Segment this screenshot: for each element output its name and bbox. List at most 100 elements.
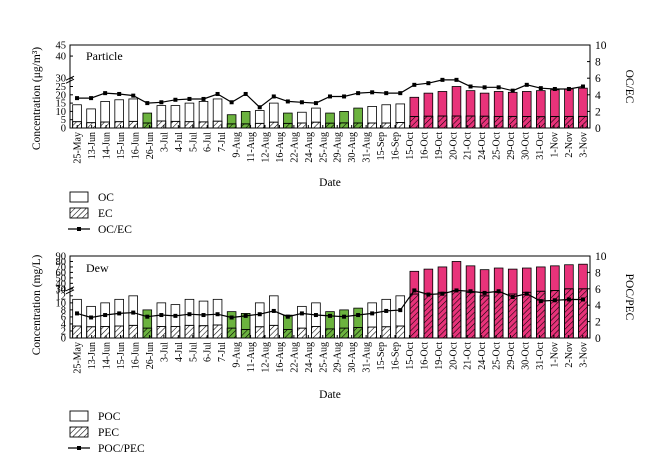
bar-ec [100, 121, 110, 129]
x-tick-label: 25-May [73, 132, 84, 164]
x-tick-label: 15-Oct [405, 342, 416, 370]
bar-pec [381, 326, 391, 339]
bar-ec [423, 115, 434, 129]
bar-pec [128, 324, 139, 339]
y-axis-title-left: Concentration (mg/L) [31, 255, 43, 356]
ratio-point [468, 84, 473, 89]
bar-pec [339, 327, 349, 339]
ratio-point [117, 91, 122, 96]
bar-ec [409, 116, 420, 129]
x-tick-label: 26-Jun [145, 342, 156, 369]
bar-ec [465, 115, 476, 129]
ratio-point [524, 291, 529, 296]
x-tick-label: 2-Nov [564, 342, 575, 368]
bar-ec [550, 116, 560, 129]
x-tick-label: 7-Jul [217, 132, 228, 152]
bar-ec [381, 122, 391, 129]
ratio-point [496, 289, 501, 294]
ratio-point [426, 81, 431, 86]
ratio-point [552, 298, 557, 303]
bar-ec [184, 121, 195, 129]
x-tick-label: 25-Oct [492, 132, 503, 160]
legend-label: POC [98, 411, 121, 423]
bar-ec [170, 120, 181, 129]
x-tick-label: 1-Nov [549, 132, 560, 158]
y-right-tick-label: 6 [595, 73, 601, 85]
x-tick-label: 15-Jun [116, 342, 127, 369]
ratio-point [201, 96, 206, 101]
y-tick-label: 45 [56, 41, 67, 52]
ratio-point [215, 91, 220, 96]
bar-pec [409, 293, 420, 339]
ratio-point [89, 96, 94, 101]
ratio-point [145, 314, 150, 319]
ratio-point [103, 91, 108, 96]
ratio-point [370, 311, 375, 316]
y-tick-label: 30 [56, 74, 67, 85]
x-tick-label: 3-Nov [578, 342, 589, 368]
ratio-point [313, 313, 318, 318]
panel-label: Particle [86, 49, 123, 63]
y-tick-label: 90 [56, 252, 67, 263]
ratio-point [243, 313, 248, 318]
ratio-point [299, 100, 304, 105]
bar-ec [536, 116, 546, 129]
ratio-point [229, 315, 234, 320]
ratio-point [412, 82, 417, 87]
ratio-point [384, 91, 389, 96]
ratio-point [552, 86, 557, 91]
y-tick-label: 10 [56, 107, 67, 118]
ratio-point [580, 297, 585, 302]
x-tick-label: 15-Sep [376, 132, 387, 160]
bar-ec [142, 122, 153, 129]
bar-pec [395, 325, 406, 339]
y-tick-label: 14 [56, 284, 67, 295]
x-tick-label: 30-Oct [521, 132, 532, 160]
bar-ec [395, 122, 406, 129]
ratio-point [75, 96, 80, 101]
legend-label: OC/EC [98, 224, 132, 236]
ratio-point [454, 77, 459, 82]
ratio-point [75, 311, 80, 316]
bar-ec [86, 122, 96, 129]
bar-pec [353, 327, 363, 339]
bar-ec [269, 121, 279, 129]
legend-swatch-ec [69, 207, 89, 219]
x-tick-label: 29-Oct [506, 342, 517, 370]
y-tick-label: 0 [61, 334, 66, 345]
ratio-point [412, 288, 417, 293]
y-right-tick-label: 2 [595, 106, 601, 118]
bar-ec [283, 122, 293, 129]
ratio-point [103, 313, 108, 318]
x-tick-label: 24-Oct [477, 342, 488, 370]
y-right-tick-label: 8 [595, 267, 601, 279]
x-tick-label: 29-Aug [333, 342, 344, 373]
y-right-tick-label: 2 [595, 317, 601, 329]
x-tick-label: 14-Jun [102, 132, 113, 159]
y-tick-label: 0 [61, 124, 66, 135]
bar-pec [100, 326, 110, 339]
x-tick-label: 16-Oct [419, 342, 430, 370]
bar-pec [198, 325, 209, 339]
x-tick-label: 16-Sep [391, 342, 402, 370]
bar-ec [367, 122, 377, 129]
bar-ec [522, 116, 532, 129]
x-tick-label: 3-Jul [159, 132, 170, 152]
bar-ec [311, 121, 321, 129]
x-tick-label: 29-Aug [333, 132, 344, 163]
bar-ec [437, 115, 448, 129]
x-tick-label: 14-Jun [102, 342, 113, 369]
bar-ec [128, 120, 139, 129]
ratio-point [201, 313, 206, 318]
axis-break-mark [65, 289, 75, 295]
y-tick-label: 60 [56, 268, 67, 279]
x-tick-label: 25-Aug [318, 132, 329, 163]
bar-ec [114, 121, 124, 129]
ratio-point [145, 101, 150, 106]
bar-ec [297, 122, 307, 129]
ratio-point [285, 314, 290, 319]
bar-ec [451, 115, 462, 129]
bar-pec [283, 329, 293, 339]
